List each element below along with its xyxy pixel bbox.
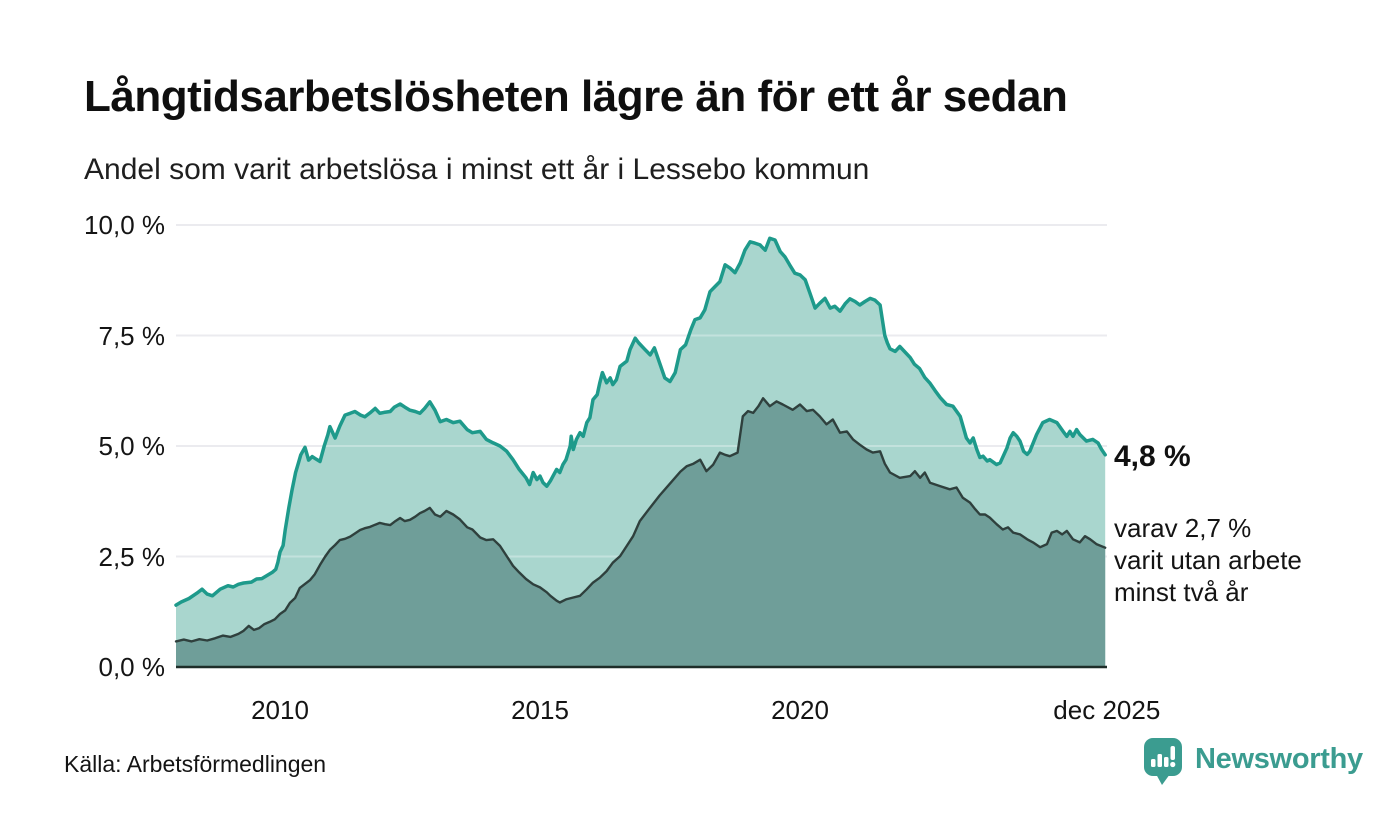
page-subtitle: Andel som varit arbetslösa i minst ett å… (84, 153, 870, 186)
page-title: Långtidsarbetslösheten lägre än för ett … (84, 72, 1068, 121)
series-one-year-line (174, 236, 1107, 607)
newsworthy-wordmark: Newsworthy (1195, 743, 1363, 775)
latest-value-sub-line: minst två år (1114, 577, 1249, 607)
y-axis-label: 0,0 % (98, 652, 166, 682)
series-two-year-line (174, 397, 1107, 643)
x-axis-label: dec 2025 (1053, 695, 1161, 725)
series-two-year-area (176, 398, 1106, 667)
latest-value-sub-line: varav 2,7 % (1114, 513, 1252, 543)
latest-value-label: 4,8 % (1114, 440, 1191, 473)
newsworthy-logo[interactable]: Newsworthy (1143, 737, 1363, 787)
y-axis-label: 2,5 % (98, 541, 166, 572)
newsworthy-icon (1144, 738, 1182, 785)
source-label: Källa: Arbetsförmedlingen (64, 751, 327, 777)
latest-value-sub-label: varav 2,7 % varit utan arbete minst två år (1114, 512, 1302, 608)
x-axis-label: 2015 (511, 695, 569, 725)
latest-value-sub-line: varit utan arbete (1114, 545, 1302, 575)
y-axis-label: 10,0 % (84, 210, 165, 240)
x-axis-label: 2020 (771, 695, 829, 725)
x-axis-label: 2010 (251, 695, 309, 725)
y-axis-label: 5,0 % (98, 431, 166, 461)
y-axis-label: 7,5 % (98, 320, 166, 351)
